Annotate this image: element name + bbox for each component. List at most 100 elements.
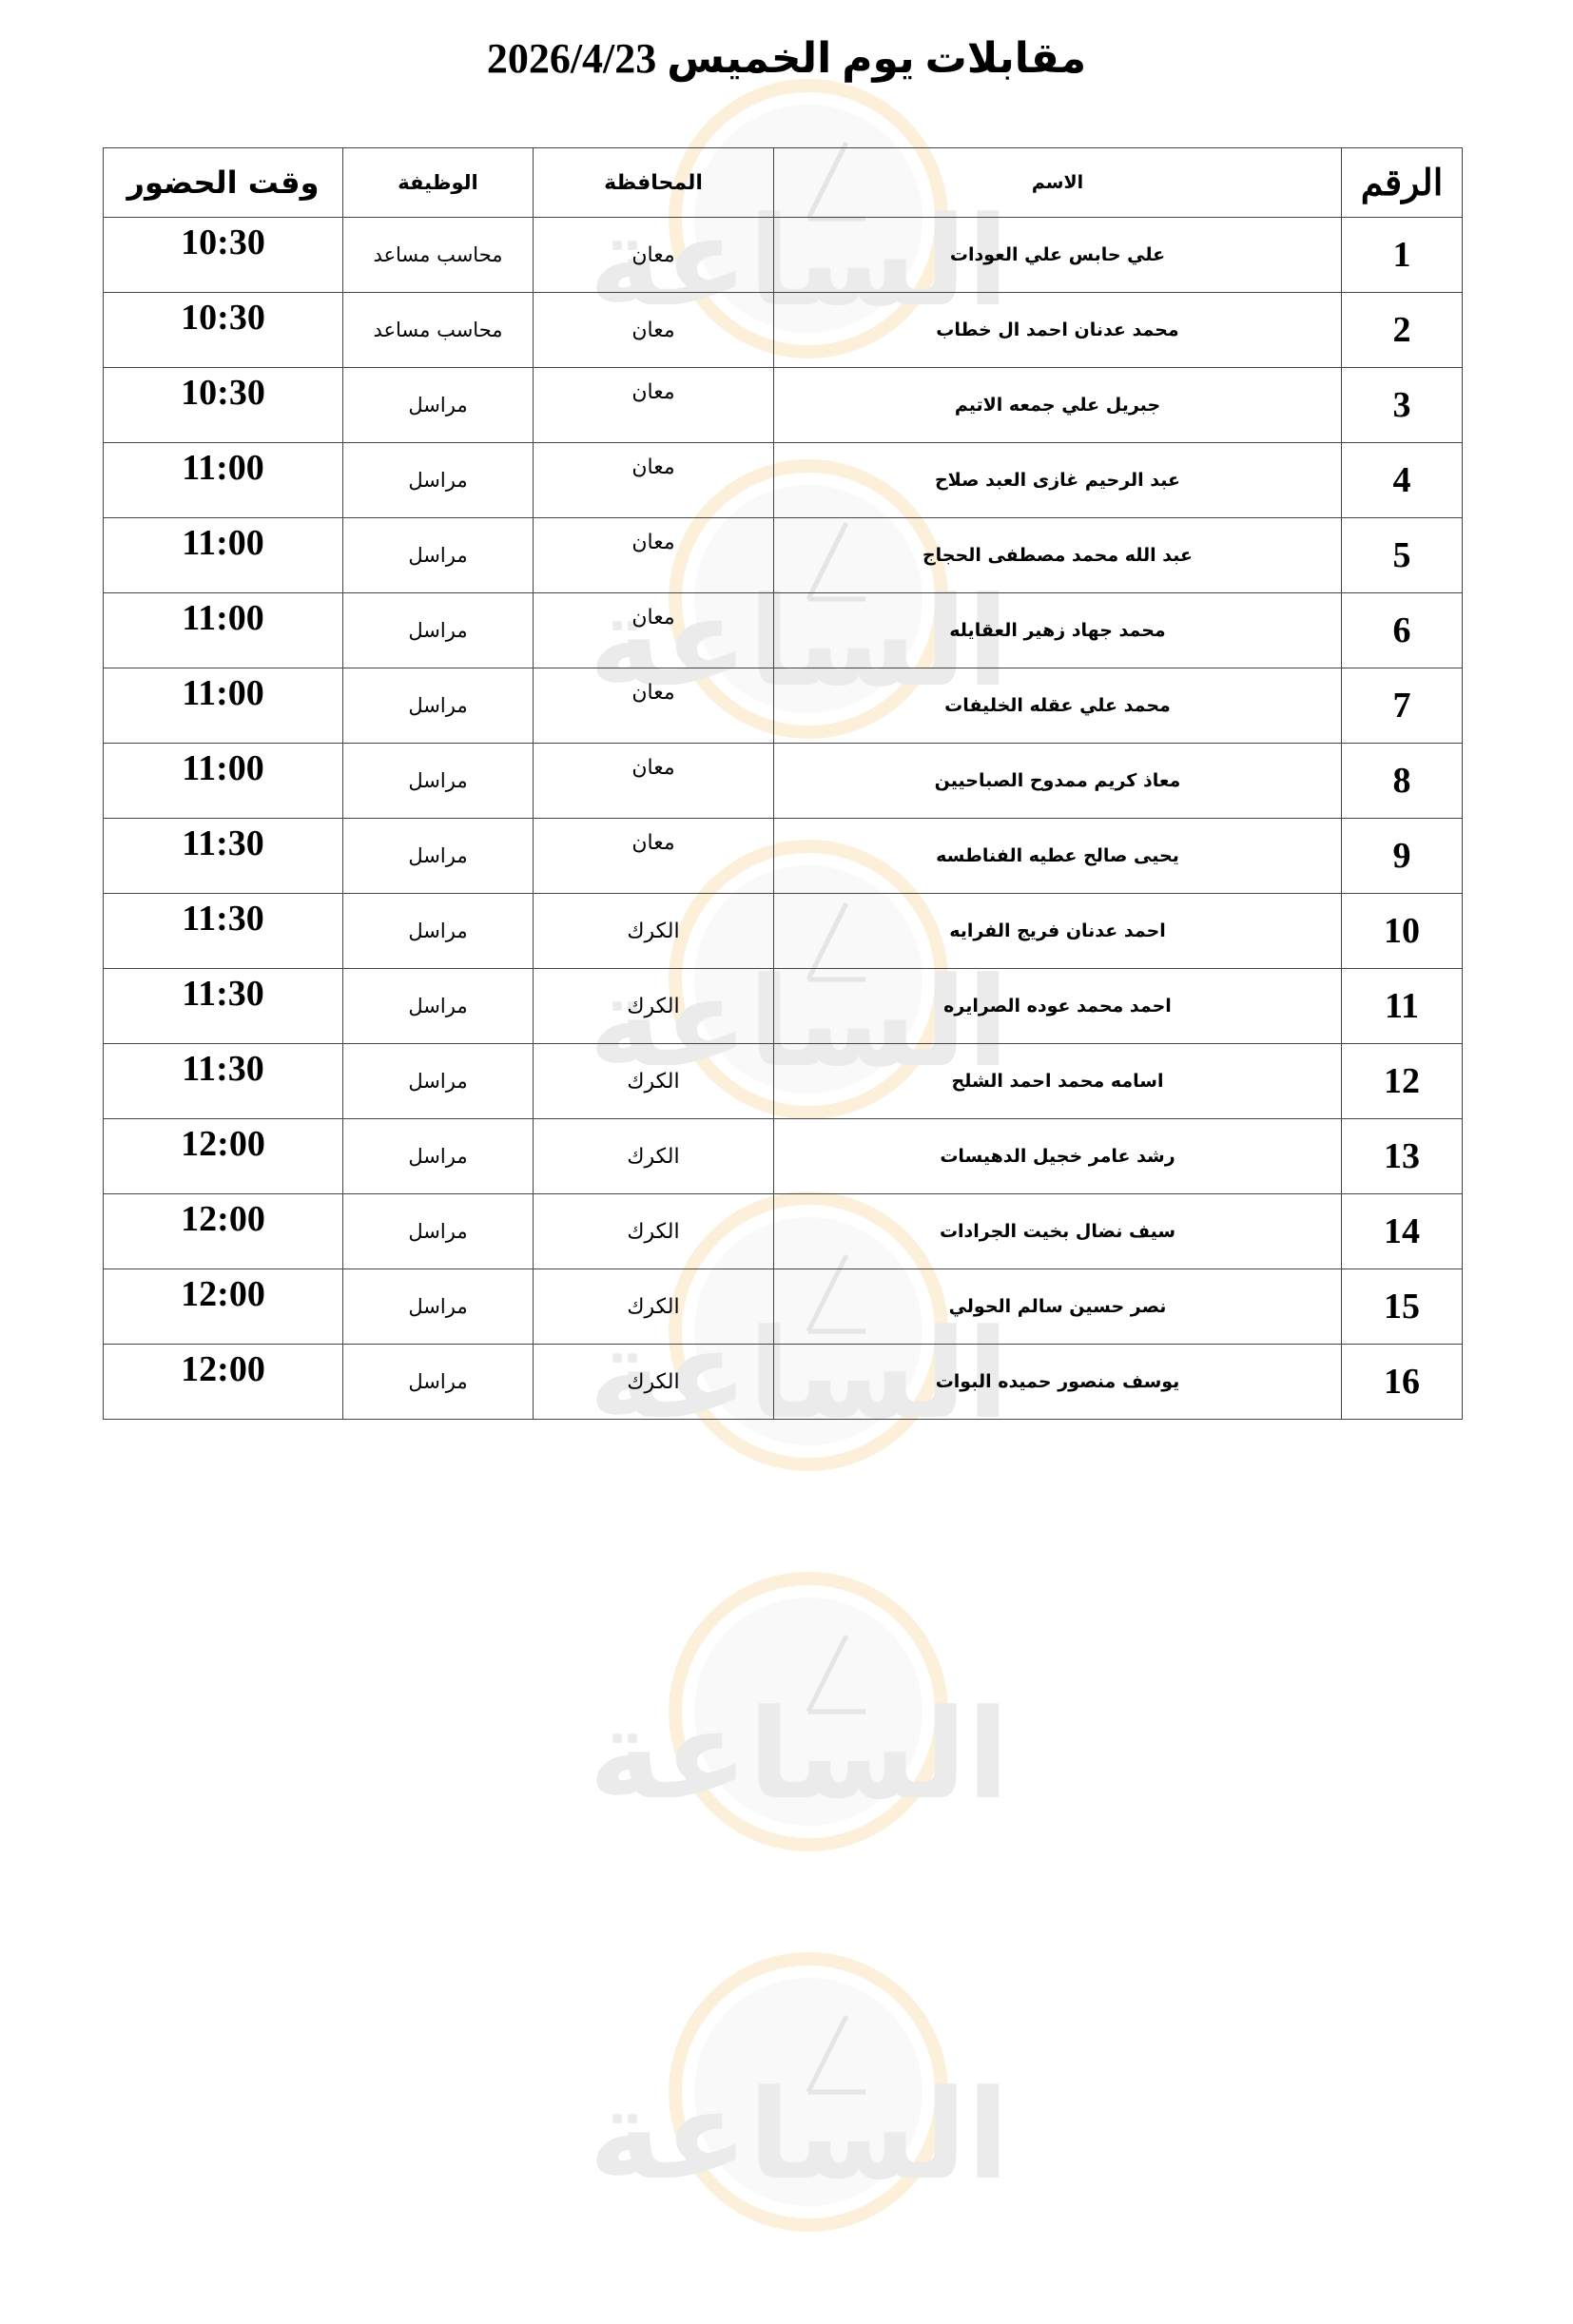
- row-number-text: 7: [1392, 686, 1411, 726]
- row-time: 10:30: [103, 217, 343, 293]
- table-row: 3 جبريل علي جمعه الاتيم معان مراسل 10:30: [103, 367, 1463, 443]
- row-name-text: رشد عامر خجيل الدهيسات: [940, 1146, 1175, 1167]
- watermark-logo: الساعة: [504, 1569, 1094, 1940]
- row-number-text: 16: [1384, 1362, 1420, 1402]
- row-time-text: 12:00: [181, 1199, 265, 1239]
- table-row: 11 احمد محمد عوده الصرايره الكرك مراسل 11:30: [103, 968, 1463, 1044]
- row-number: 10: [1341, 893, 1463, 969]
- row-name: جبريل علي جمعه الاتيم: [773, 367, 1342, 443]
- row-governorate-text: معان: [631, 530, 675, 554]
- row-number: 13: [1341, 1118, 1463, 1194]
- row-number-text: 9: [1392, 836, 1411, 876]
- row-name: عبد الله محمد مصطفى الحجاج: [773, 517, 1342, 593]
- row-governorate-text: معان: [631, 379, 675, 404]
- row-number-text: 1: [1392, 235, 1411, 275]
- table-row: 16 يوسف منصور حميده البوات الكرك مراسل 12:00: [103, 1344, 1463, 1420]
- row-name-text: احمد عدنان فريج الفرايه: [949, 920, 1166, 941]
- row-job-text: مراسل: [408, 544, 468, 567]
- row-name: محمد علي عقله الخليفات: [773, 668, 1342, 744]
- table-row: 13 رشد عامر خجيل الدهيسات الكرك مراسل 12:00: [103, 1118, 1463, 1194]
- row-name-text: نصر حسين سالم الحولي: [948, 1296, 1167, 1317]
- row-name-text: اسامه محمد احمد الشلح: [951, 1071, 1164, 1092]
- svg-text:الساعة: الساعة: [589, 2063, 1009, 2207]
- row-governorate-text: الكرك: [627, 919, 680, 943]
- row-time-text: 11:30: [182, 1049, 264, 1089]
- table-row: 4 عبد الرحيم غازى العبد صلاح معان مراسل 11:0…: [103, 442, 1463, 518]
- row-number: 11: [1341, 968, 1463, 1044]
- row-governorate-text: معان: [631, 755, 675, 780]
- table-row: 14 سيف نضال بخيت الجرادات الكرك مراسل 12:00: [103, 1193, 1463, 1269]
- row-number: 7: [1341, 668, 1463, 744]
- row-name: سيف نضال بخيت الجرادات: [773, 1193, 1342, 1269]
- row-number-text: 8: [1392, 761, 1411, 801]
- row-governorate-text: الكرك: [627, 1294, 680, 1319]
- row-time: 12:00: [103, 1269, 343, 1345]
- row-job-text: مراسل: [408, 1370, 468, 1393]
- header-number: الرقم: [1341, 147, 1463, 218]
- row-number: 8: [1341, 743, 1463, 819]
- row-number-text: 2: [1392, 310, 1411, 350]
- row-number: 4: [1341, 442, 1463, 518]
- row-job-text: مراسل: [408, 844, 468, 867]
- row-number: 2: [1341, 292, 1463, 368]
- table-row: 9 يحيى صالح عطيه الفناطسه معان مراسل 11:30: [103, 818, 1463, 894]
- row-time: 11:00: [103, 517, 343, 593]
- row-name-text: عبد الرحيم غازى العبد صلاح: [934, 470, 1181, 491]
- row-name: محمد عدنان احمد ال خطاب: [773, 292, 1342, 368]
- row-governorate: معان: [533, 743, 774, 819]
- row-job-text: مراسل: [408, 469, 468, 492]
- row-job: مراسل: [342, 893, 534, 969]
- row-name: يحيى صالح عطيه الفناطسه: [773, 818, 1342, 894]
- row-number-text: 11: [1385, 986, 1419, 1026]
- row-name: علي حابس علي العودات: [773, 217, 1342, 293]
- row-job: مراسل: [342, 592, 534, 668]
- row-job-text: مراسل: [408, 1070, 468, 1093]
- row-number: 5: [1341, 517, 1463, 593]
- header-governorate: المحافظة: [533, 147, 774, 218]
- interview-schedule-table: الرقم الاسم المحافظة الوظيفة وقت الحضور …: [103, 147, 1463, 1420]
- row-job: محاسب مساعد: [342, 217, 534, 293]
- row-time: 11:00: [103, 592, 343, 668]
- row-governorate: الكرك: [533, 1043, 774, 1119]
- row-time-text: 11:30: [182, 899, 264, 939]
- row-time-text: 12:00: [181, 1274, 265, 1314]
- row-time: 12:00: [103, 1193, 343, 1269]
- row-number-text: 3: [1392, 385, 1411, 425]
- row-governorate-text: معان: [631, 318, 675, 342]
- row-governorate: الكرك: [533, 1269, 774, 1345]
- row-name: يوسف منصور حميده البوات: [773, 1344, 1342, 1420]
- row-name: نصر حسين سالم الحولي: [773, 1269, 1342, 1345]
- row-job-text: مراسل: [408, 1145, 468, 1168]
- row-time-text: 11:00: [182, 673, 264, 713]
- row-number-text: 5: [1392, 535, 1411, 575]
- row-name-text: سيف نضال بخيت الجرادات: [939, 1221, 1176, 1242]
- row-job-text: محاسب مساعد: [373, 319, 503, 341]
- row-time: 11:30: [103, 968, 343, 1044]
- row-time-text: 10:30: [181, 298, 265, 338]
- page-title: مقابلات يوم الخميس 2026/4/23: [486, 35, 1087, 82]
- row-time-text: 10:30: [181, 223, 265, 262]
- row-governorate-text: الكرك: [627, 994, 680, 1018]
- table-row: 1 علي حابس علي العودات معان محاسب مساعد 10:3…: [103, 217, 1463, 293]
- row-time: 12:00: [103, 1118, 343, 1194]
- row-time-text: 11:00: [182, 748, 264, 788]
- table-row: 8 معاذ كريم ممدوح الصباحيين معان مراسل 11:00: [103, 743, 1463, 819]
- row-job: مراسل: [342, 968, 534, 1044]
- table-row: 15 نصر حسين سالم الحولي الكرك مراسل 12:00: [103, 1269, 1463, 1345]
- row-job-text: مراسل: [408, 920, 468, 942]
- row-job: مراسل: [342, 367, 534, 443]
- row-job-text: مراسل: [408, 995, 468, 1017]
- row-number-text: 14: [1384, 1211, 1420, 1251]
- row-job: مراسل: [342, 1043, 534, 1119]
- row-number: 1: [1341, 217, 1463, 293]
- row-time-text: 11:00: [182, 448, 264, 488]
- row-name: رشد عامر خجيل الدهيسات: [773, 1118, 1342, 1194]
- row-time-text: 11:00: [182, 523, 264, 563]
- row-time-text: 11:00: [182, 598, 264, 638]
- row-time: 10:30: [103, 367, 343, 443]
- row-name-text: يحيى صالح عطيه الفناطسه: [936, 845, 1179, 866]
- row-governorate: الكرك: [533, 968, 774, 1044]
- row-name: محمد جهاد زهير العقايله: [773, 592, 1342, 668]
- row-governorate: معان: [533, 217, 774, 293]
- row-number: 3: [1341, 367, 1463, 443]
